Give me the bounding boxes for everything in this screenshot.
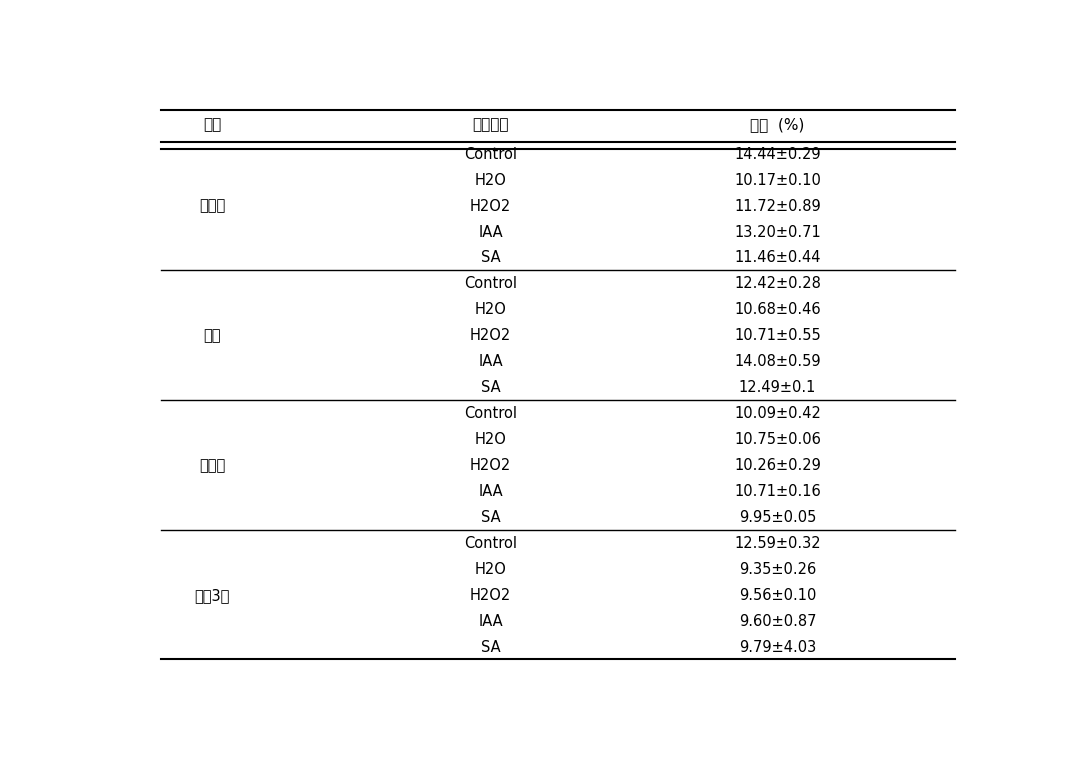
Text: 대원콩: 대원콩 [199, 199, 225, 213]
Text: IAA: IAA [478, 354, 503, 370]
Text: 청자3호: 청자3호 [195, 588, 230, 604]
Text: IAA: IAA [478, 485, 503, 499]
Text: 9.79±4.03: 9.79±4.03 [739, 640, 816, 655]
Text: H2O: H2O [475, 562, 506, 578]
Text: H2O: H2O [475, 433, 506, 447]
Text: Control: Control [464, 407, 517, 421]
Text: 13.20±0.71: 13.20±0.71 [734, 225, 821, 239]
Text: Control: Control [464, 276, 517, 291]
Text: SA: SA [480, 380, 501, 396]
Text: H2O: H2O [475, 173, 506, 188]
Text: 11.72±0.89: 11.72±0.89 [734, 199, 821, 213]
Text: 10.17±0.10: 10.17±0.10 [734, 173, 821, 188]
Text: 14.44±0.29: 14.44±0.29 [734, 146, 821, 162]
Text: SA: SA [480, 251, 501, 265]
Text: 12.59±0.32: 12.59±0.32 [734, 536, 821, 551]
Text: SA: SA [480, 640, 501, 655]
Text: 10.71±0.16: 10.71±0.16 [734, 485, 821, 499]
Text: H2O2: H2O2 [470, 199, 511, 213]
Text: 수율  (%): 수율 (%) [750, 117, 805, 132]
Text: H2O2: H2O2 [470, 588, 511, 604]
Text: 9.56±0.10: 9.56±0.10 [738, 588, 817, 604]
Text: Control: Control [464, 146, 517, 162]
Text: 청미인: 청미인 [199, 459, 225, 473]
Text: 발아처리: 발아처리 [473, 117, 509, 132]
Text: H2O: H2O [475, 302, 506, 318]
Text: 9.60±0.87: 9.60±0.87 [738, 614, 817, 629]
Text: 11.46±0.44: 11.46±0.44 [734, 251, 821, 265]
Text: IAA: IAA [478, 225, 503, 239]
Text: 10.71±0.55: 10.71±0.55 [734, 328, 821, 344]
Text: SA: SA [480, 510, 501, 525]
Text: 10.75±0.06: 10.75±0.06 [734, 433, 821, 447]
Text: 9.95±0.05: 9.95±0.05 [738, 510, 817, 525]
Text: H2O2: H2O2 [470, 459, 511, 473]
Text: 10.09±0.42: 10.09±0.42 [734, 407, 821, 421]
Text: 9.35±0.26: 9.35±0.26 [739, 562, 816, 578]
Text: 14.08±0.59: 14.08±0.59 [734, 354, 821, 370]
Text: H2O2: H2O2 [470, 328, 511, 344]
Text: Control: Control [464, 536, 517, 551]
Text: 미소: 미소 [204, 328, 221, 344]
Text: 12.42±0.28: 12.42±0.28 [734, 276, 821, 291]
Text: IAA: IAA [478, 614, 503, 629]
Text: 10.26±0.29: 10.26±0.29 [734, 459, 821, 473]
Text: 10.68±0.46: 10.68±0.46 [734, 302, 821, 318]
Text: 품종: 품종 [203, 117, 221, 132]
Text: 12.49±0.1: 12.49±0.1 [738, 380, 817, 396]
